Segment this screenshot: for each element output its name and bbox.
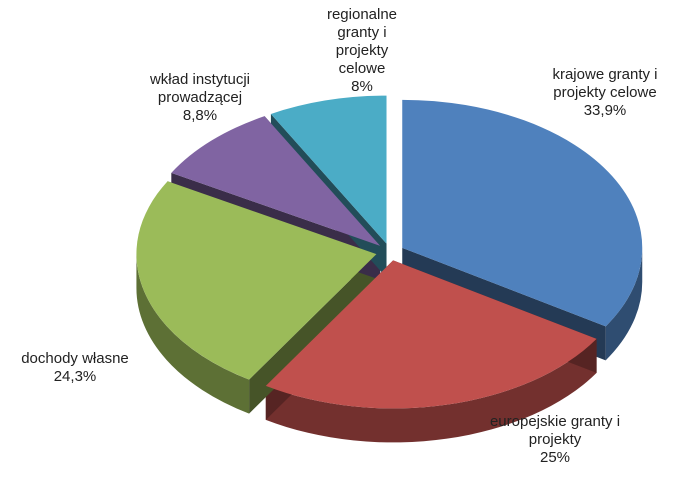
slice-side: [136, 254, 250, 414]
value-label: 24,3%: [53, 368, 97, 385]
slice-side: [265, 338, 597, 443]
slice-label: europejskie granty i projekty 25%: [470, 413, 640, 467]
slice-label: regionalne granty i projekty celowe 8%: [319, 6, 405, 96]
slice-label: dochody własne 24,3%: [0, 350, 150, 386]
pie-slice: [402, 99, 643, 327]
value-label: 33,9%: [583, 102, 627, 119]
pie-slice: [171, 116, 381, 246]
category-label: krajowe granty i projekty celowe: [552, 66, 658, 101]
value-label: 8%: [351, 78, 373, 95]
value-label: 25%: [539, 449, 571, 466]
category-label: regionalne granty i projekty celowe: [326, 6, 398, 77]
pie-slice: [136, 181, 377, 380]
slice-label: wkład instytucji prowadzącej 8,8%: [130, 71, 270, 125]
pie-slice: [270, 95, 387, 244]
pie-slice: [265, 260, 597, 409]
category-label: dochody własne: [21, 350, 129, 367]
value-label: 8,8%: [182, 107, 218, 124]
slice-label: krajowe granty i projekty celowe 33,9%: [549, 66, 661, 120]
slice-side: [605, 247, 643, 361]
category-label: wkład instytucji prowadzącej: [149, 71, 251, 106]
category-label: europejskie granty i projekty: [489, 413, 621, 448]
